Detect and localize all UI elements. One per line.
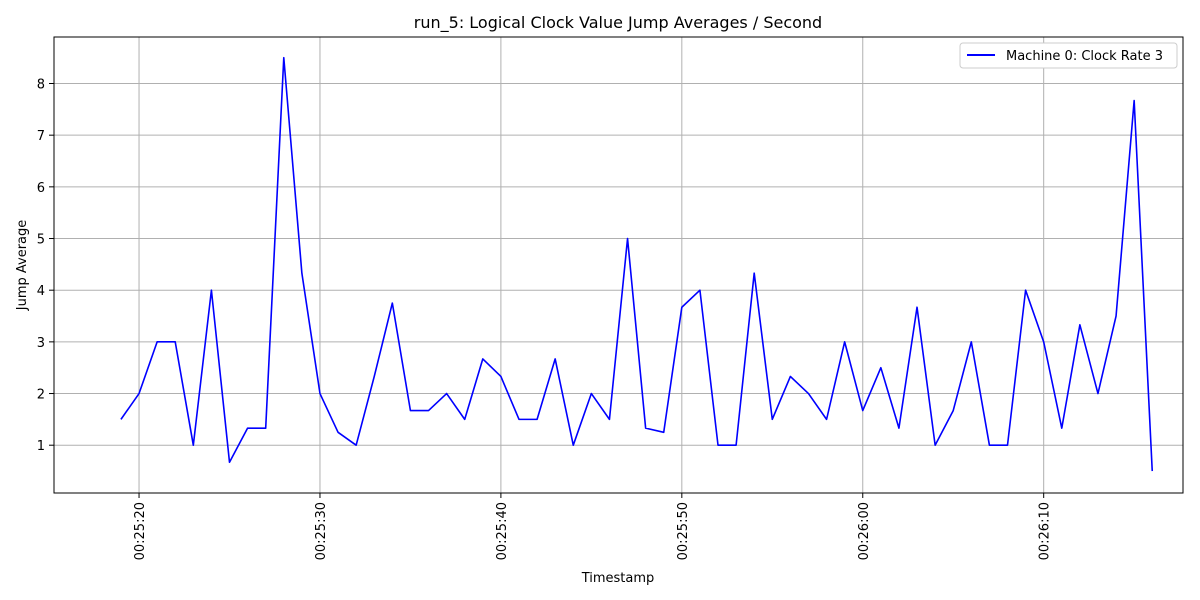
y-tick-label: 3 bbox=[37, 336, 45, 351]
x-tick-label: 00:26:00 bbox=[857, 502, 872, 560]
series-group bbox=[120, 56, 1154, 472]
legend-entry-label: Machine 0: Clock Rate 3 bbox=[1006, 49, 1163, 64]
y-tick-label: 2 bbox=[37, 388, 45, 403]
x-tick-label: 00:25:30 bbox=[314, 502, 329, 560]
chart-title: run_5: Logical Clock Value Jump Averages… bbox=[414, 13, 822, 33]
x-tick-label: 00:25:20 bbox=[133, 502, 148, 560]
y-tick-label: 6 bbox=[37, 181, 45, 196]
y-tick-label: 5 bbox=[37, 233, 45, 248]
x-axis-label: Timestamp bbox=[581, 571, 655, 586]
y-tick-label: 4 bbox=[37, 284, 45, 299]
legend: Machine 0: Clock Rate 3 bbox=[959, 42, 1178, 69]
y-tick-label: 7 bbox=[37, 129, 45, 144]
legend-box bbox=[959, 42, 1178, 69]
grid bbox=[54, 37, 1183, 493]
plot-frame bbox=[53, 36, 1184, 494]
x-axis: 00:25:20 00:25:30 00:25:40 00:25:50 00:26:00… bbox=[133, 493, 1053, 560]
series-line bbox=[120, 56, 1154, 472]
x-tick-label: 00:25:50 bbox=[676, 502, 691, 560]
x-tick-label: 00:25:40 bbox=[495, 502, 510, 560]
y-axis: 1 2 3 4 5 6 7 8 bbox=[37, 78, 54, 454]
y-tick-label: 8 bbox=[37, 78, 45, 93]
y-tick-label: 1 bbox=[37, 439, 45, 454]
x-tick-label: 00:26:10 bbox=[1038, 502, 1053, 560]
y-axis-label: Jump Average bbox=[15, 220, 30, 312]
